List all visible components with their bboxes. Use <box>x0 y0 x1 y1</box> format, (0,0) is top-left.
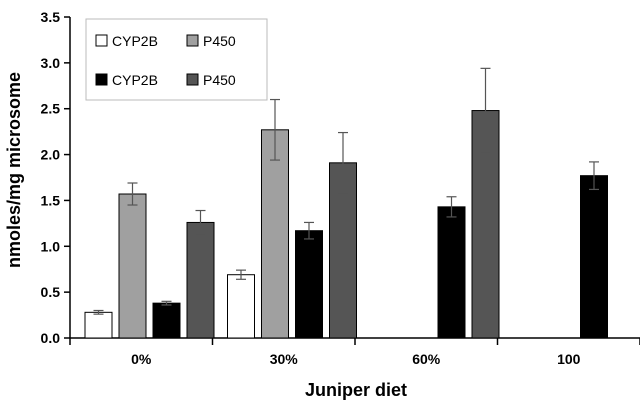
bar <box>580 175 608 339</box>
x-axis-title: Juniper diet <box>305 380 407 400</box>
bar <box>152 302 181 339</box>
y-tick-label: 3.0 <box>41 55 61 71</box>
legend-label: P450 <box>203 33 236 49</box>
axes: 0.0 0.5 1.0 1.5 2.0 2.5 3.0 3.5 0% 30% 60% 100 <box>41 9 640 367</box>
y-tick-label: 1.0 <box>41 238 61 254</box>
bar <box>227 274 255 339</box>
legend-label: CYP2B <box>112 72 158 88</box>
legend: CYP2B P450 CYP2B P450 <box>85 18 268 101</box>
x-tick-label: 100 <box>557 351 581 367</box>
x-tick-label: 0% <box>131 351 152 367</box>
legend-swatch <box>186 73 199 86</box>
x-tick-label: 30% <box>270 351 299 367</box>
y-tick-label: 0.5 <box>41 284 61 300</box>
bars <box>84 67 608 339</box>
y-tick-label: 0.0 <box>41 330 61 346</box>
legend-box <box>85 18 268 101</box>
legend-label: P450 <box>203 72 236 88</box>
y-tick-label: 1.5 <box>41 192 61 208</box>
y-tick-label: 3.5 <box>41 9 61 25</box>
legend-label: CYP2B <box>112 33 158 49</box>
y-tick-label: 2.0 <box>41 147 61 163</box>
bar <box>118 193 147 339</box>
bar <box>437 206 466 339</box>
bar <box>84 311 113 339</box>
bar <box>295 230 323 339</box>
y-tick-label: 2.5 <box>41 101 61 117</box>
bar <box>186 221 215 339</box>
y-axis-title: nmoles/mg microsome <box>4 72 24 268</box>
legend-swatch <box>95 34 108 47</box>
bar <box>261 129 289 339</box>
legend-swatch <box>186 34 199 47</box>
x-tick-label: 60% <box>412 351 441 367</box>
legend-swatch <box>95 73 108 86</box>
